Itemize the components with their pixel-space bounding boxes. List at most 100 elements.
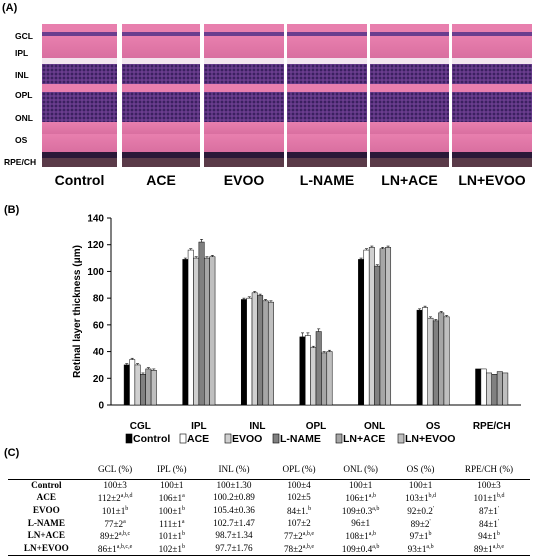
bar [363,249,370,406]
x-tick-label: INL [249,421,265,432]
tissue-band [370,158,449,167]
bar [321,352,328,406]
row-group-label: LN+EVOO [8,542,85,556]
table-cell: 96±1 [351,517,371,528]
layer-label-inl: INL [15,70,29,80]
layer-label-gcl: GCL [15,31,33,41]
tissue-band [42,36,117,58]
tissue-band [370,32,449,36]
y-axis-label: Retinal layer thickness (μm) [72,245,83,378]
tissue-band [370,24,449,32]
table-cell: 89±1a,b,e [447,542,530,556]
bar [134,364,141,406]
tissue-band [204,92,284,122]
tissue-band [452,32,532,36]
bar [193,257,200,406]
table-header-cell: OS (%) [393,460,448,480]
table-cell: 100±1 [160,480,184,490]
bar [315,331,322,406]
x-tick-label: RPE/CH [473,421,511,432]
tissue-band [452,24,532,32]
tissue-band [122,152,200,158]
y-tick-label: 0 [98,401,104,412]
bar [204,257,210,406]
legend-swatch [335,433,343,444]
bar [310,347,317,406]
row-group-label: ACE [36,491,57,502]
table-cell: 101±1b [158,531,185,542]
table-cell: 97±1b [409,531,432,542]
table-cell: 89±2' [410,518,431,529]
tissue-band [42,24,117,32]
tissue-band [452,36,532,58]
tissue-band [204,158,284,167]
table-cell: 102±1b [145,542,199,556]
table-cell: 103±1b,d [405,492,437,503]
table-row: ACE 112±2a,b,d 106±1a 100.2±0.89 102±5 106±1a… [8,491,530,504]
bar [262,300,269,406]
table-cell: 100±4 [287,480,311,490]
table-header-cell: OPL (%) [269,460,329,480]
table-row: LN+EVOO 86±1a,b,c,e 102±1b 97.7±1.76 78±2a,b… [8,542,530,556]
table-row: LN+ACE 89±2a,b,c 101±1b 98.7±1.34 77±2a,b,e 1… [8,529,530,542]
table-cell: 84±1.b [286,505,312,516]
bar [299,336,306,406]
group-label-control: Control [54,172,105,188]
bar [486,372,492,406]
tissue-band [204,58,284,64]
table-cell: 111±1a [159,518,185,529]
table-cell: 102.7±1.47 [213,517,255,528]
table-cell: 109±0.4a,b [328,542,394,556]
histology-image-ln-ace [370,24,449,167]
table-cell: 77±2a,b,e [283,531,315,542]
tissue-band [122,134,200,152]
table-cell: 87±1' [479,505,499,516]
bar [129,359,136,406]
table-cell: 98.7±1.34 [215,530,253,541]
bar [145,368,152,406]
bar [480,368,487,406]
bar [257,295,264,406]
tissue-band [204,64,284,84]
legend-label: Control [133,433,170,445]
bar [123,364,130,406]
tissue-band [370,84,449,92]
tissue-band [370,58,449,64]
table-header-cell: ONL (%) [328,460,394,480]
table-cell: 107±2 [287,517,311,528]
bar [209,256,216,406]
bar [198,241,205,406]
legend-swatch [224,433,232,444]
tissue-band [204,122,284,134]
x-tick-label: OS [426,421,441,432]
histology-image-evoo [204,24,284,167]
table-cell: 100±3 [477,480,501,490]
tissue-band [370,134,449,152]
thickness-table: GCL (%) IPL (%) INL (%) OPL (%) ONL (%) OS (%… [8,460,530,556]
bar [150,370,157,406]
y-tick-label: 100 [87,267,104,278]
tissue-band [452,122,532,134]
table-cell: 89±2a,b,c [100,531,131,542]
table-cell: 93±1a,b [393,542,448,556]
tissue-band [452,58,532,64]
tissue-band [122,158,200,167]
table-cell: 112±2a,b,d [97,492,133,503]
tissue-band [122,84,200,92]
table-cell: 101±1b,d [473,492,505,503]
bar [246,297,253,406]
table-header-cell: IPL (%) [145,460,199,480]
bar [416,309,423,406]
tissue-band [287,92,367,122]
table-cell: 101±1b [101,505,129,516]
tissue-band [452,92,532,122]
tissue-band [287,58,367,64]
table-cell: 94±1b [478,531,500,542]
tissue-band [452,158,532,167]
table-row: EVOO 101±1b 100±1b 105.4±0.36 84±1.b 109±0.3a… [8,504,530,517]
x-tick-label: ONL [364,421,385,432]
y-tick-label: 140 [87,214,104,225]
tissue-band [42,158,117,167]
histology-image-ln-evoo [452,24,532,167]
tissue-band [370,64,449,84]
